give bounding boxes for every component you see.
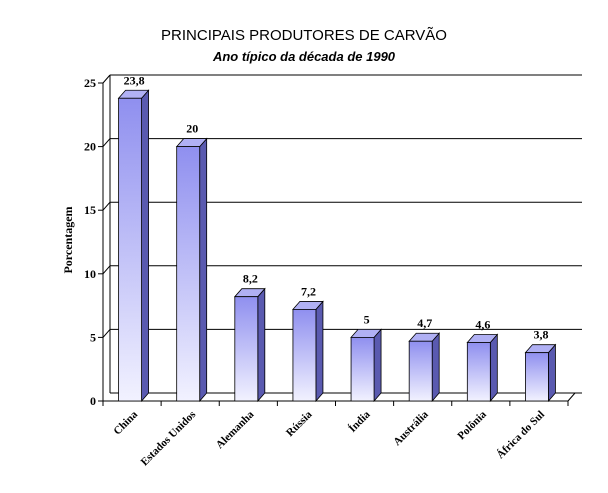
- data-label: 20: [186, 122, 198, 136]
- bar-front: [292, 309, 317, 402]
- x-tick-label: Austrália: [391, 408, 431, 448]
- y-axis-label: Porcentagem: [61, 206, 75, 273]
- axes: [98, 75, 582, 406]
- y-tick-label: 15: [84, 203, 96, 217]
- bar: [117, 89, 150, 403]
- data-labels: 23,8 20 8,2 7,2 5 4,7 4,6 3,8: [124, 73, 549, 341]
- bars: [117, 89, 557, 403]
- bar-side: [199, 137, 208, 403]
- x-tick-label: Índia: [346, 408, 373, 435]
- bar: [292, 300, 324, 403]
- bar: [524, 343, 557, 403]
- x-tick-label: China: [111, 408, 140, 437]
- gridline-side: [102, 265, 111, 275]
- bar-side: [548, 343, 556, 403]
- bar-side: [489, 333, 498, 403]
- bar: [350, 328, 382, 403]
- bar-front: [234, 296, 259, 402]
- bar-side: [257, 287, 266, 403]
- y-tick-label: 25: [84, 76, 96, 90]
- data-label: 5: [364, 312, 370, 326]
- data-label: 23,8: [124, 73, 145, 87]
- x-tick-label: África do Sul: [494, 409, 547, 462]
- data-label: 7,2: [301, 284, 316, 298]
- data-label: 4,7: [417, 316, 432, 330]
- y-tick-labels: 0 5 10 15 20 25: [84, 76, 96, 408]
- bar-front: [466, 342, 491, 402]
- floor-side-edge: [567, 392, 576, 402]
- bar-front: [176, 146, 201, 402]
- bar-front: [118, 97, 142, 402]
- bar: [175, 137, 208, 403]
- chart-title: PRINCIPAIS PRODUTORES DE CARVÃO: [161, 27, 447, 44]
- chart-subtitle: Ano típico da década de 1990: [212, 49, 396, 64]
- gridline-side: [102, 138, 111, 147]
- y-tick-label: 5: [90, 330, 96, 344]
- gridlines: [102, 74, 582, 338]
- bar-side: [431, 332, 440, 403]
- bar-front: [350, 336, 375, 402]
- bar-side: [373, 328, 382, 403]
- bar-side: [315, 300, 324, 403]
- x-tick-label: Rússia: [284, 408, 315, 439]
- bar-front: [408, 340, 433, 402]
- data-label: 3,8: [533, 328, 548, 342]
- bar: [466, 333, 499, 403]
- bar-front: [525, 352, 549, 402]
- y-tick-label: 10: [84, 267, 96, 281]
- x-tick-label: Alemanha: [214, 408, 257, 451]
- x-tick-label: Polônia: [455, 408, 489, 442]
- bar: [233, 287, 266, 403]
- x-tick-label: Estados Unidos: [139, 408, 199, 468]
- y-tick-label: 0: [90, 394, 96, 408]
- bar: [408, 332, 441, 403]
- data-label: 4,6: [475, 317, 490, 331]
- gridline-side: [102, 74, 111, 84]
- bar-side: [141, 89, 149, 403]
- y-tick-label: 20: [84, 140, 96, 154]
- gridline-side: [102, 201, 111, 211]
- data-label: 8,2: [243, 272, 258, 286]
- gridline-side: [102, 329, 111, 338]
